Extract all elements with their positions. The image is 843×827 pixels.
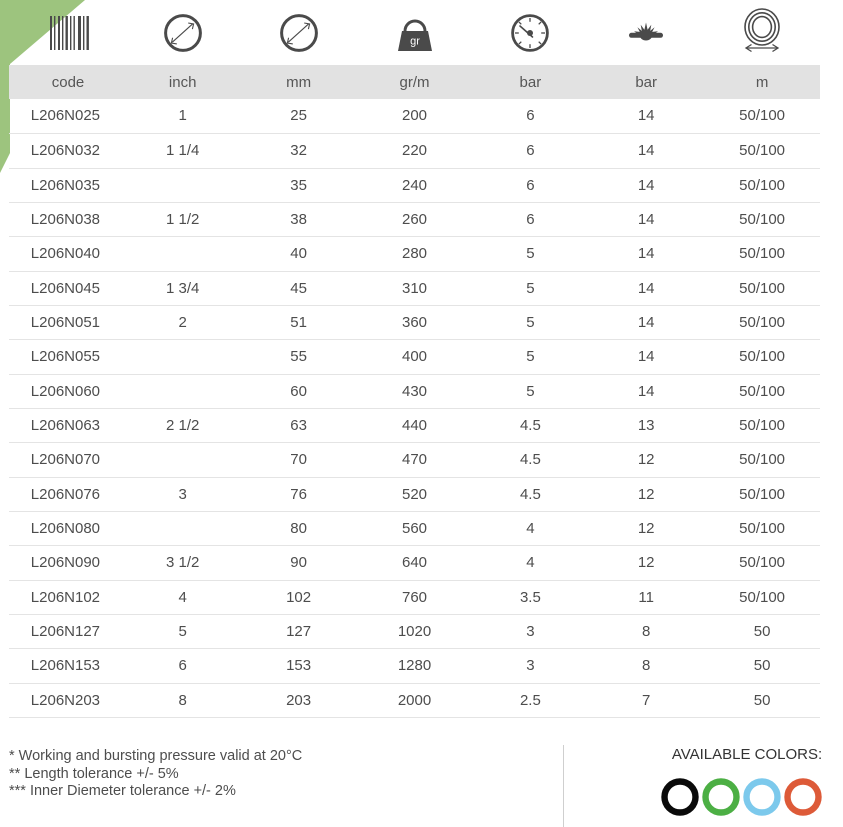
svg-text:gr: gr [410, 36, 420, 48]
